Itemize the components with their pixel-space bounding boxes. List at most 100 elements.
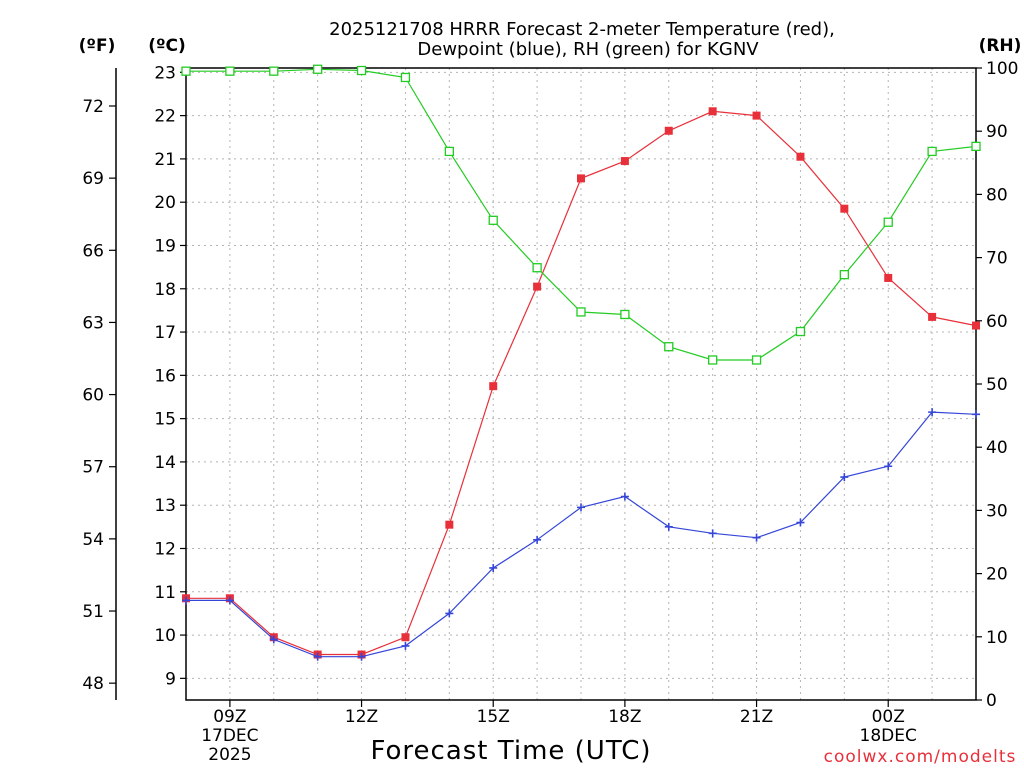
rh-tick-label: 20: [986, 565, 1008, 585]
dewpoint-point: [664, 522, 673, 531]
gridlines: [186, 68, 976, 700]
temperature-point: [752, 111, 761, 120]
celsius-tick-label: 13: [154, 496, 176, 516]
rh-tick-label: 0: [986, 691, 997, 711]
dewpoint-point: [620, 492, 629, 501]
x-tick-label: 21Z: [740, 707, 773, 727]
fahrenheit-tick-label: 51: [82, 602, 104, 622]
fahrenheit-tick-label: 57: [82, 458, 104, 478]
axes: 9 10 11 12 13 14 15 16 17 18 19 20 21 22 23 48 51 54 57 60 6…: [82, 59, 1018, 765]
dewpoint-point: [796, 518, 805, 527]
celsius-tick-label: 15: [154, 410, 176, 430]
dewpoint-point: [489, 563, 498, 572]
x-tick-label: 18DEC: [860, 726, 917, 746]
rh-point: [356, 65, 367, 76]
celsius-tick-label: 22: [154, 107, 176, 127]
fahrenheit-tick-label: 69: [82, 169, 104, 189]
x-tick-label: 2025: [208, 745, 251, 765]
celsius-tick-label: 14: [154, 453, 176, 473]
x-tick-label: 09Z: [213, 707, 246, 727]
rh-tick-label: 70: [986, 249, 1008, 269]
rh-tick-label: 30: [986, 501, 1008, 521]
rh-unit-label: (RH): [979, 36, 1022, 56]
fahrenheit-tick-label: 60: [82, 386, 104, 406]
rh-point: [839, 270, 849, 280]
celsius-tick-label: 11: [154, 583, 176, 603]
rh-point: [576, 307, 586, 317]
x-axis-label: Forecast Time (UTC): [370, 736, 651, 766]
dewpoint-point: [840, 473, 849, 482]
plot-frame: [185, 67, 977, 701]
dewpoint-point: [752, 533, 761, 542]
x-tick-label: 12Z: [345, 707, 378, 727]
celsius-tick-label: 23: [154, 63, 176, 83]
dewpoint-point: [708, 529, 717, 538]
temperature-point: [972, 321, 980, 330]
celsius-tick-label: 9: [165, 669, 176, 689]
temperature-point: [620, 157, 629, 166]
rh-tick-label: 10: [986, 628, 1008, 648]
rh-point: [751, 355, 762, 365]
rh-point: [181, 66, 191, 76]
x-tick-label: 00Z: [872, 707, 905, 727]
rh-point: [225, 66, 235, 76]
celsius-unit-label: (ºC): [148, 36, 186, 56]
temperature-point: [577, 174, 585, 183]
temperature-point: [796, 152, 805, 161]
temperature-point: [664, 126, 673, 135]
rh-point: [313, 64, 323, 74]
dewpoint-point: [972, 410, 980, 419]
dewpoint-point: [182, 596, 190, 605]
fahrenheit-tick-label: 63: [82, 313, 104, 333]
rh-point: [883, 217, 893, 227]
data-series: [181, 64, 981, 661]
rh-point: [532, 263, 542, 273]
dewpoint-point: [928, 408, 937, 417]
x-tick-label: 17DEC: [201, 726, 258, 746]
dewpoint-point: [884, 462, 893, 471]
source-credit: coolwx.com/modelts: [824, 747, 1017, 767]
rh-point: [444, 146, 454, 157]
dewpoint-point: [357, 652, 366, 661]
rh-point: [664, 342, 674, 352]
rh-tick-label: 40: [986, 438, 1008, 458]
rh-point: [488, 215, 498, 225]
celsius-tick-label: 19: [154, 236, 176, 256]
rh-point: [269, 66, 279, 76]
rh-point: [400, 72, 411, 83]
fahrenheit-tick-label: 72: [82, 97, 104, 117]
chart-title-line-1: 2025121708 HRRR Forecast 2-meter Tempera…: [329, 19, 835, 40]
dewpoint-point: [577, 503, 585, 512]
rh-point: [971, 141, 981, 152]
temperature-point: [489, 382, 498, 391]
fahrenheit-tick-label: 54: [82, 530, 104, 550]
celsius-tick-label: 17: [154, 323, 176, 343]
rh-point: [795, 326, 806, 337]
temperature-point: [445, 520, 454, 529]
temperature-point: [928, 312, 937, 321]
celsius-tick-label: 18: [154, 280, 176, 300]
fahrenheit-tick-label: 48: [82, 674, 104, 694]
celsius-tick-label: 16: [154, 366, 176, 386]
rh-point: [620, 309, 630, 320]
dewpoint-point: [225, 596, 234, 605]
temperature-point: [533, 282, 542, 291]
dewpoint-point: [401, 641, 410, 650]
rh-tick-label: 50: [986, 375, 1008, 395]
celsius-tick-label: 10: [154, 626, 176, 646]
rh-tick-label: 60: [986, 312, 1008, 332]
dewpoint-point: [269, 635, 278, 644]
celsius-tick-label: 12: [154, 539, 176, 559]
rh-point: [708, 355, 718, 365]
temperature-point: [884, 273, 893, 282]
temperature-point: [401, 633, 410, 642]
dewpoint-point: [313, 652, 322, 661]
rh-tick-label: 80: [986, 185, 1008, 205]
rh-tick-label: 90: [986, 122, 1008, 142]
temperature-point: [840, 204, 849, 213]
fahrenheit-tick-label: 66: [82, 241, 104, 261]
chart-title-line-2: Dewpoint (blue), RH (green) for KGNV: [417, 39, 759, 60]
fahrenheit-unit-label: (ºF): [79, 36, 116, 56]
x-tick-label: 18Z: [608, 707, 641, 727]
